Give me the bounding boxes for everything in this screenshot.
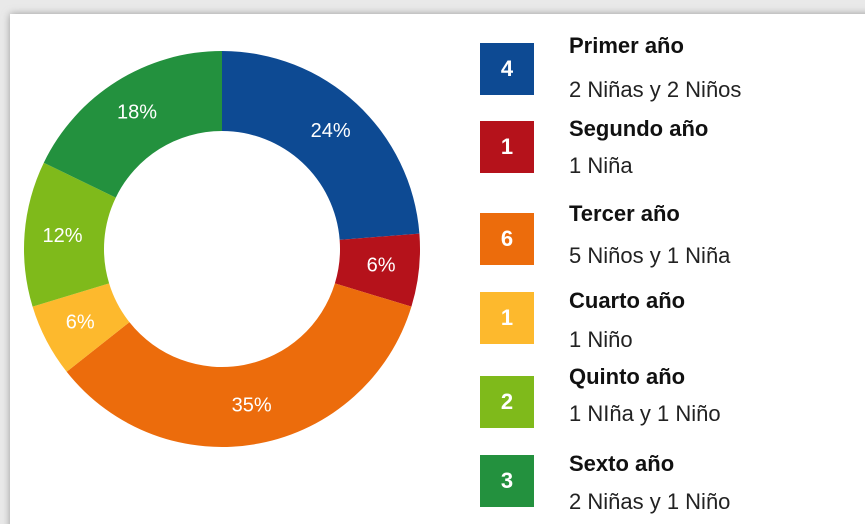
legend-swatch [480, 292, 534, 344]
donut-slice [43, 51, 223, 198]
legend-swatch [480, 376, 534, 428]
legend-title: Primer año [569, 33, 684, 58]
legend-swatch [480, 121, 534, 173]
legend-count: 2 [501, 389, 513, 414]
legend-count: 1 [501, 305, 513, 330]
legend-count: 1 [501, 134, 513, 159]
donut-slice [334, 233, 421, 307]
slice-label: 6% [66, 311, 95, 333]
legend-subtitle: 2 Niñas y 2 Niños [569, 77, 741, 102]
slice-label: 12% [42, 225, 82, 247]
legend-subtitle: 1 Niño [569, 327, 633, 352]
legend-swatch [480, 213, 534, 265]
donut-slice [32, 283, 130, 372]
legend-title: Segundo año [569, 116, 708, 141]
donut-slice [222, 51, 420, 240]
legend-count: 3 [501, 468, 513, 493]
donut-slice [66, 283, 412, 447]
legend-title: Cuarto año [569, 288, 685, 313]
legend-title: Tercer año [569, 201, 680, 226]
legend-subtitle: 2 Niñas y 1 Niño [569, 489, 730, 514]
legend-swatch [480, 43, 534, 95]
legend-swatch [480, 455, 534, 507]
legend-subtitle: 1 Niña [569, 153, 633, 178]
legend-subtitle: 1 NIña y 1 Niño [569, 401, 721, 426]
legend-title: Quinto año [569, 364, 685, 389]
legend-count: 6 [501, 226, 513, 251]
donut-slice [23, 162, 116, 307]
legend-count: 4 [501, 56, 514, 81]
slice-label: 24% [311, 120, 351, 142]
legend-title: Sexto año [569, 451, 674, 476]
legend-subtitle: 5 Niños y 1 Niña [569, 243, 731, 268]
slice-label: 6% [367, 255, 396, 277]
slice-label: 35% [232, 395, 272, 417]
slice-label: 18% [117, 102, 157, 124]
